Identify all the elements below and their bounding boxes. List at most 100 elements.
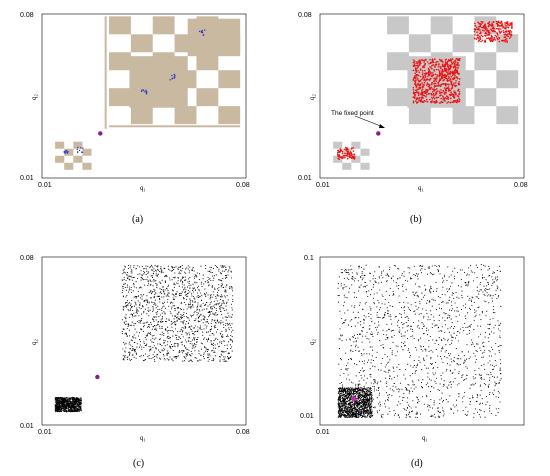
- data-point: [435, 377, 437, 379]
- data-point: [190, 307, 192, 309]
- attractor-point: [456, 69, 459, 71]
- data-point: [68, 398, 70, 400]
- data-point: [61, 396, 63, 399]
- data-point: [363, 286, 365, 288]
- data-point: [191, 295, 193, 297]
- data-point: [197, 312, 200, 314]
- data-point: [133, 356, 135, 358]
- attractor-point: [431, 81, 433, 84]
- basin-cell: [430, 16, 453, 35]
- data-point: [182, 289, 185, 291]
- data-point: [70, 402, 72, 404]
- data-point: [424, 364, 426, 366]
- data-point: [177, 355, 179, 357]
- data-point: [192, 333, 194, 335]
- data-point: [221, 284, 224, 286]
- data-point: [186, 349, 188, 351]
- attractor-point: [494, 39, 497, 41]
- data-point: [469, 308, 471, 310]
- data-point: [185, 355, 187, 357]
- data-point: [489, 379, 491, 381]
- data-point: [138, 287, 140, 289]
- data-point: [161, 296, 163, 298]
- data-point: [416, 326, 418, 328]
- data-point: [485, 384, 487, 386]
- data-point: [399, 277, 401, 279]
- data-point: [451, 294, 453, 296]
- data-point: [467, 411, 469, 413]
- data-point: [391, 352, 393, 354]
- data-point: [466, 274, 468, 276]
- data-point: [168, 359, 170, 361]
- attractor-point: [414, 89, 417, 92]
- attractor-point: [456, 70, 459, 73]
- data-point: [492, 368, 494, 370]
- data-point: [145, 299, 147, 301]
- attractor-point: [442, 65, 444, 68]
- data-point: [379, 340, 381, 342]
- data-point: [447, 338, 449, 340]
- data-point: [379, 405, 381, 407]
- data-point: [184, 279, 186, 282]
- data-point: [226, 348, 228, 350]
- data-point: [403, 392, 405, 394]
- attractor-point: [498, 27, 500, 30]
- data-point: [172, 349, 174, 352]
- attractor-point: [499, 22, 501, 24]
- data-point: [390, 318, 392, 320]
- data-point: [391, 350, 393, 352]
- data-point: [204, 315, 206, 317]
- data-point: [174, 272, 176, 274]
- data-point: [210, 326, 213, 328]
- data-point: [122, 308, 124, 310]
- data-point: [143, 268, 145, 270]
- data-point: [392, 306, 394, 308]
- attractor-point: [439, 79, 442, 82]
- data-point: [342, 323, 344, 325]
- data-point: [216, 288, 219, 290]
- data-point: [142, 355, 145, 357]
- data-point: [136, 308, 138, 310]
- data-point: [415, 273, 418, 275]
- data-point: [143, 312, 145, 314]
- data-point: [367, 295, 369, 298]
- data-point: [172, 360, 174, 362]
- data-point: [201, 281, 203, 283]
- data-point: [449, 296, 451, 298]
- data-point: [160, 282, 162, 284]
- data-point: [448, 276, 450, 278]
- data-point: [200, 325, 202, 327]
- data-point: [406, 315, 408, 318]
- data-point: [197, 329, 199, 331]
- basin-strip: [104, 16, 107, 129]
- data-point: [149, 332, 151, 334]
- data-point: [363, 268, 365, 270]
- data-point: [225, 291, 227, 293]
- data-point: [410, 304, 412, 306]
- data-point: [147, 280, 149, 282]
- data-point: [191, 353, 193, 355]
- data-point: [370, 362, 372, 364]
- data-point: [426, 355, 428, 357]
- data-point: [125, 320, 127, 322]
- data-point: [180, 294, 182, 296]
- data-point: [416, 411, 418, 413]
- data-point: [461, 294, 463, 296]
- data-point: [396, 321, 399, 323]
- data-point: [435, 309, 437, 311]
- data-point: [432, 291, 435, 293]
- data-point: [160, 319, 162, 321]
- data-point: [392, 275, 394, 277]
- data-point: [163, 291, 165, 293]
- data-point: [70, 397, 72, 399]
- attractor-point: [438, 90, 441, 92]
- data-point: [488, 340, 490, 342]
- data-point: [360, 374, 362, 376]
- data-point: [78, 402, 80, 404]
- y-tick-a-0: 0.01: [20, 175, 34, 182]
- data-point: [491, 331, 493, 333]
- data-point: [223, 356, 225, 358]
- data-point: [175, 357, 177, 360]
- data-point: [184, 291, 186, 293]
- data-point: [183, 360, 185, 362]
